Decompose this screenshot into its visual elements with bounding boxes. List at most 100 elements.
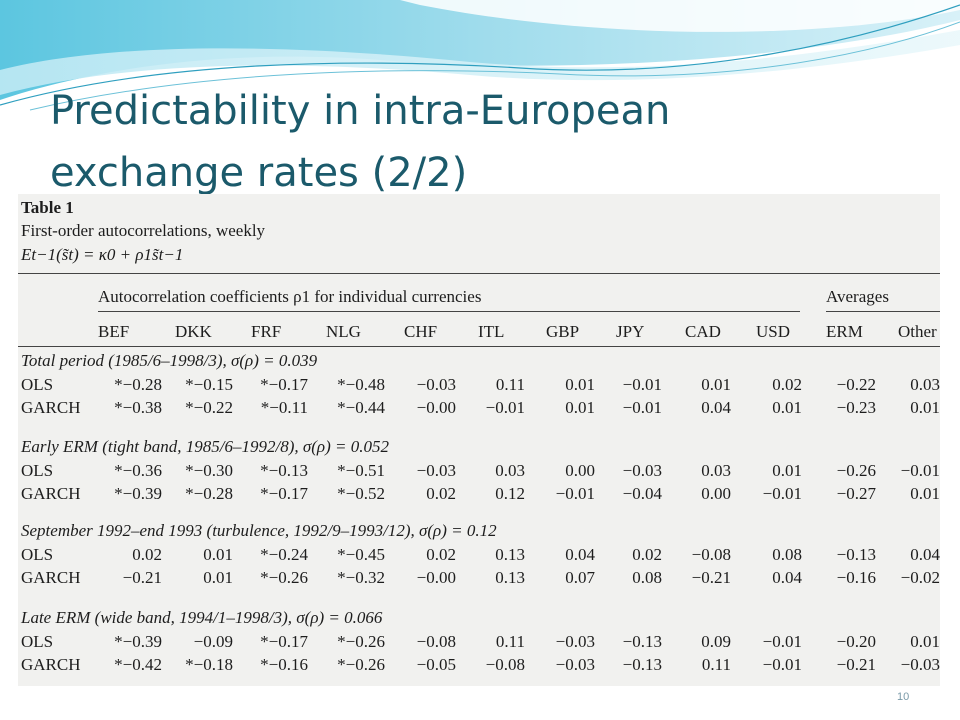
row-label: OLS xyxy=(21,461,54,480)
table-cell: 0.03 xyxy=(910,375,940,394)
table-cell: −0.13 xyxy=(622,655,662,674)
table-cell: −0.23 xyxy=(836,398,876,417)
table-cell: 0.01 xyxy=(772,461,802,480)
section-title: Total period (1985/6–1998/3), σ(ρ) = 0.0… xyxy=(21,351,318,370)
table-cell: −0.16 xyxy=(836,568,876,587)
row-label: OLS xyxy=(21,375,54,394)
table-cell: −0.21 xyxy=(691,568,731,587)
table-cell: −0.20 xyxy=(836,632,876,651)
table-cell: 0.11 xyxy=(495,632,525,651)
table-cell: −0.02 xyxy=(900,568,940,587)
row-label: OLS xyxy=(21,632,54,651)
table-cell: 0.07 xyxy=(565,568,595,587)
column-header-bef: BEF xyxy=(98,322,130,341)
row-label: OLS xyxy=(21,545,54,564)
table-cell: *−0.45 xyxy=(337,545,385,564)
table-cell: 0.03 xyxy=(495,461,525,480)
table-cell: 0.08 xyxy=(632,568,662,587)
table-cell: −0.22 xyxy=(836,375,876,394)
table-cell: 0.04 xyxy=(772,568,802,587)
row-label: GARCH xyxy=(21,655,81,674)
table-cell: 0.08 xyxy=(772,545,802,564)
table-cell: −0.03 xyxy=(416,375,456,394)
table-cell: −0.01 xyxy=(485,398,525,417)
table-cell: −0.13 xyxy=(622,632,662,651)
table-cell: −0.01 xyxy=(900,461,940,480)
table-cell: *−0.18 xyxy=(185,655,233,674)
table-cell: 0.00 xyxy=(565,461,595,480)
table-cell: *−0.44 xyxy=(337,398,385,417)
table-cell: 0.11 xyxy=(701,655,731,674)
table-cell: −0.21 xyxy=(836,655,876,674)
table-cell: *−0.26 xyxy=(260,568,308,587)
table-cell: *−0.28 xyxy=(114,375,162,394)
table-cell: −0.08 xyxy=(691,545,731,564)
table-equation: Et−1(s̃t) = κ0 + ρ1s̃t−1 xyxy=(21,245,184,264)
page-number: 10 xyxy=(897,691,910,703)
table-cell: 0.02 xyxy=(426,545,456,564)
table-cell: −0.01 xyxy=(762,655,802,674)
table-cell: 0.13 xyxy=(495,568,525,587)
table-cell: *−0.17 xyxy=(260,632,308,651)
table-title: Table 1 xyxy=(21,198,74,217)
table-cell: *−0.51 xyxy=(337,461,385,480)
table-cell: −0.01 xyxy=(555,484,595,503)
slide-title-line2: exchange rates (2/2) xyxy=(50,150,468,196)
table-cell: *−0.36 xyxy=(114,461,162,480)
table-cell: *−0.48 xyxy=(337,375,385,394)
table-cell: *−0.42 xyxy=(114,655,162,674)
table-cell: 0.13 xyxy=(495,545,525,564)
table-cell: 0.09 xyxy=(701,632,731,651)
table-cell: −0.01 xyxy=(622,398,662,417)
table-cell: *−0.17 xyxy=(260,484,308,503)
slide-title: Predictability in intra-European exchang… xyxy=(50,80,930,204)
column-header-cad: CAD xyxy=(685,322,721,341)
table-cell: *−0.28 xyxy=(185,484,233,503)
section-title: Late ERM (wide band, 1994/1–1998/3), σ(ρ… xyxy=(21,608,383,627)
table-cell: −0.03 xyxy=(555,655,595,674)
table-cell: −0.01 xyxy=(622,375,662,394)
table-cell: *−0.39 xyxy=(114,484,162,503)
table-cell: *−0.13 xyxy=(260,461,308,480)
table-cell: −0.21 xyxy=(122,568,162,587)
table-cell: −0.01 xyxy=(762,484,802,503)
table-cell: 0.02 xyxy=(772,375,802,394)
row-label: GARCH xyxy=(21,398,81,417)
table-cell: 0.01 xyxy=(203,545,233,564)
table-cell: −0.03 xyxy=(900,655,940,674)
column-header-usd: USD xyxy=(756,322,791,341)
table-cell: 0.04 xyxy=(565,545,595,564)
table-cell: 0.01 xyxy=(910,484,940,503)
section-title: Early ERM (tight band, 1985/6–1992/8), σ… xyxy=(21,437,389,456)
table-subtitle: First-order autocorrelations, weekly xyxy=(21,221,266,240)
slide-title-line1: Predictability in intra-European xyxy=(50,88,671,134)
table-cell: *−0.39 xyxy=(114,632,162,651)
table-cell: 0.11 xyxy=(495,375,525,394)
table-cell: 0.12 xyxy=(495,484,525,503)
table-cell: 0.01 xyxy=(565,375,595,394)
column-header-gbp: GBP xyxy=(546,322,580,341)
table-cell: −0.05 xyxy=(416,655,456,674)
column-header-frf: FRF xyxy=(251,322,282,341)
group-rule-averages xyxy=(826,311,940,312)
header-bottom-rule xyxy=(18,346,940,347)
table-cell: *−0.22 xyxy=(185,398,233,417)
column-header-itl: ITL xyxy=(478,322,505,341)
table-cell: −0.08 xyxy=(416,632,456,651)
table-cell: 0.00 xyxy=(701,484,731,503)
table-cell: −0.09 xyxy=(193,632,233,651)
table-cell: −0.03 xyxy=(622,461,662,480)
table-cell: 0.04 xyxy=(910,545,940,564)
table-cell: −0.26 xyxy=(836,461,876,480)
table-cell: −0.13 xyxy=(836,545,876,564)
table-cell: *−0.38 xyxy=(114,398,162,417)
table-cell: 0.04 xyxy=(701,398,731,417)
table-cell: −0.04 xyxy=(622,484,662,503)
table-cell: *−0.26 xyxy=(337,632,385,651)
table-top-rule xyxy=(18,273,940,274)
table-cell: 0.01 xyxy=(910,398,940,417)
table-cell: −0.27 xyxy=(836,484,876,503)
table-cell: −0.00 xyxy=(416,398,456,417)
table-cell: *−0.30 xyxy=(185,461,233,480)
column-header-nlg: NLG xyxy=(326,322,361,341)
